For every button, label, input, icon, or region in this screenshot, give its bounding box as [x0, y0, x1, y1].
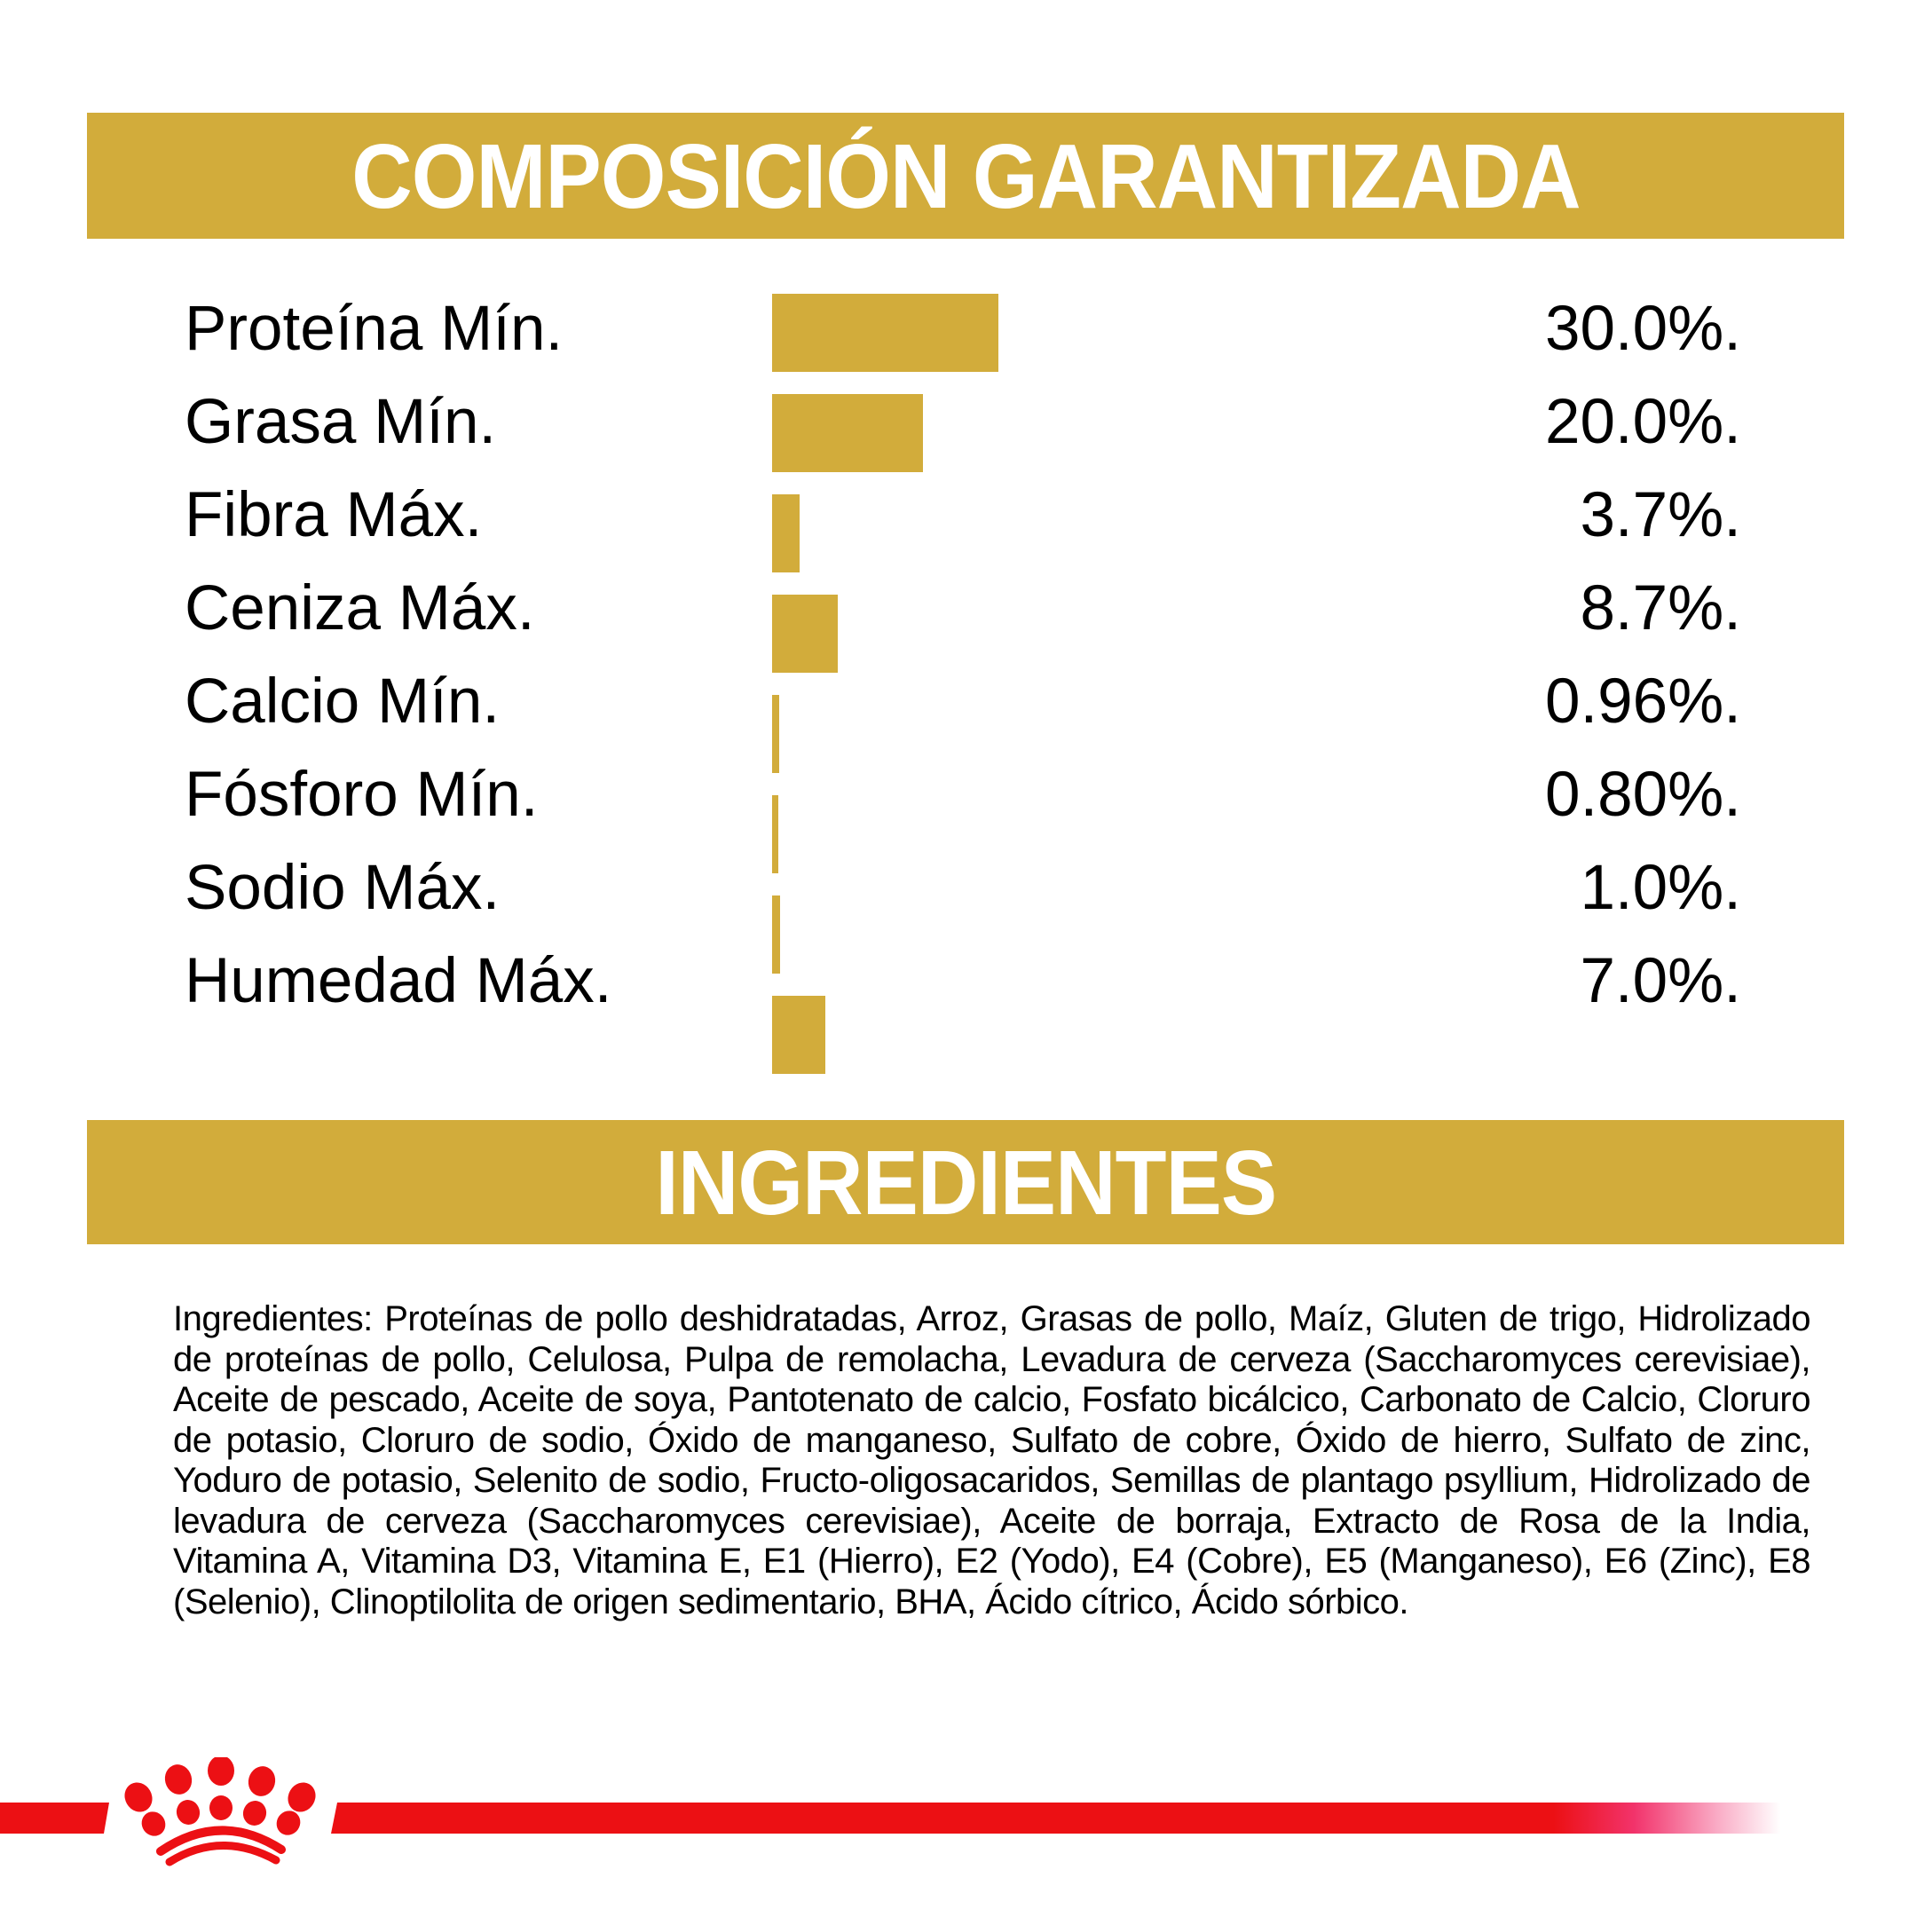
composition-row: Fibra Máx. 3.7%. — [0, 469, 1932, 562]
composition-row: Proteína Mín. 30.0%. — [0, 282, 1932, 375]
composition-row: Calcio Mín. 0.96%. — [0, 655, 1932, 748]
composicion-title: COMPOSICIÓN GARANTIZADA — [351, 124, 1581, 227]
nutrient-value: 0.96%. — [1544, 667, 1741, 737]
nutrient-bar — [772, 294, 998, 372]
nutrient-bar — [772, 394, 923, 472]
nutrient-bar — [772, 595, 838, 673]
nutrient-value: 7.0%. — [1580, 946, 1741, 1016]
nutrient-label: Ceniza Máx. — [185, 573, 535, 643]
nutrient-bar — [772, 494, 800, 572]
nutrient-value: 8.7%. — [1580, 573, 1741, 643]
nutrient-bar — [772, 895, 780, 974]
nutrient-value: 1.0%. — [1580, 853, 1741, 923]
footer-stripe-left — [0, 1803, 109, 1834]
royal-canin-crown-icon — [124, 1757, 316, 1866]
nutrient-value: 20.0%. — [1544, 387, 1741, 457]
nutrient-label: Fibra Máx. — [185, 480, 483, 550]
nutrient-label: Grasa Mín. — [185, 387, 497, 457]
ingredients-paragraph: Ingredientes: Proteínas de pollo deshidr… — [173, 1299, 1811, 1621]
nutrient-bar — [772, 996, 825, 1074]
nutrient-bar — [772, 695, 780, 773]
nutrient-label: Sodio Máx. — [185, 853, 501, 923]
nutrient-value: 3.7%. — [1580, 480, 1741, 550]
nutrient-value: 30.0%. — [1544, 294, 1741, 364]
nutrient-value: 0.80%. — [1544, 760, 1741, 830]
composicion-banner: COMPOSICIÓN GARANTIZADA — [87, 113, 1844, 239]
nutrient-label: Calcio Mín. — [185, 667, 501, 737]
composition-row: Grasa Mín. 20.0%. — [0, 375, 1932, 469]
composition-row: Humedad Máx. 7.0%. — [0, 935, 1932, 1028]
nutrient-label: Fósforo Mín. — [185, 760, 539, 830]
composition-row: Ceniza Máx. 8.7%. — [0, 562, 1932, 655]
nutrient-label: Proteína Mín. — [185, 294, 564, 364]
ingredientes-title: INGREDIENTES — [655, 1131, 1277, 1234]
nutrient-bar — [772, 795, 778, 873]
composition-row: Sodio Máx. 1.0%. — [0, 841, 1932, 935]
footer-stripe-right — [331, 1803, 1795, 1834]
nutrient-label: Humedad Máx. — [185, 946, 612, 1016]
ingredientes-banner: INGREDIENTES — [87, 1120, 1844, 1244]
composition-row: Fósforo Mín. 0.80%. — [0, 748, 1932, 841]
